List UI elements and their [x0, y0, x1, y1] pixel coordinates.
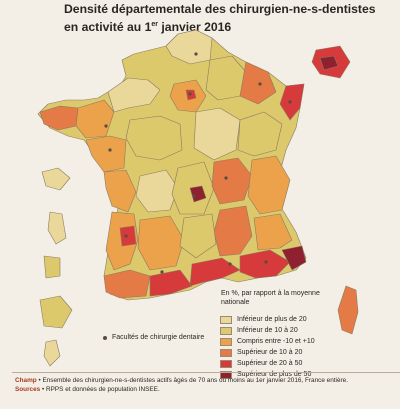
title-line-2-pre: en activité au 1	[64, 20, 152, 35]
region-normandy	[107, 77, 161, 113]
legend-row: Inférieur de 10 à 20	[220, 325, 315, 336]
faculty-dot	[224, 176, 228, 180]
faculty-dot	[258, 82, 262, 86]
legend-heading-line-2: nationale	[221, 299, 250, 306]
region-burgundy	[193, 107, 241, 161]
region-loire	[85, 135, 127, 173]
region-north	[165, 29, 213, 65]
corsica	[337, 285, 359, 335]
legend-row: Supérieur de 20 à 50	[220, 358, 315, 369]
faculty-dot	[194, 52, 198, 56]
legend-row: Supérieur de plus de 50	[220, 369, 315, 380]
region-rhone	[211, 157, 253, 205]
region-alps	[247, 155, 291, 215]
legend-row: Inférieur de plus de 20	[220, 314, 315, 325]
region-center-south	[179, 213, 217, 259]
region-poitou	[103, 169, 137, 213]
sources-label: Sources	[15, 386, 41, 393]
overseas-martinique	[47, 211, 67, 245]
faculty-dot	[188, 92, 192, 96]
region-alps-south	[253, 213, 293, 251]
region-aquitaine-red	[119, 225, 137, 247]
footer-divider	[12, 372, 400, 373]
faculty-dot	[264, 260, 268, 264]
region-alsace	[279, 83, 305, 121]
title-line-2: en activité au 1er janvier 2016	[64, 17, 394, 35]
region-lorraine	[239, 61, 277, 105]
title-line-2-post: janvier 2016	[158, 20, 232, 35]
facultes-label: Facultés de chirurgie dentaire	[112, 334, 205, 341]
legend-label: Supérieur de plus de 50	[237, 371, 312, 378]
legend-label: Supérieur de 20 à 50	[237, 360, 303, 367]
legend-label: Supérieur de 10 à 20	[237, 349, 303, 356]
faculty-dot-icon	[103, 335, 107, 340]
faculty-dot	[108, 148, 112, 152]
legend-label: Compris entre -10 et +10	[237, 338, 315, 345]
legend-swatch	[220, 337, 232, 346]
sources-note: Sources • RPPS et données de population …	[15, 386, 160, 393]
legend-swatch	[220, 370, 232, 379]
legend-swatch	[220, 348, 232, 357]
overseas-guadeloupe	[41, 167, 71, 191]
region-languedoc	[189, 257, 241, 287]
region-limousin	[135, 169, 179, 213]
faculty-dot	[160, 270, 164, 274]
region-auvergne-red	[189, 185, 207, 203]
champ-note: Champ • Ensemble des chirurgien-ne-s-den…	[15, 377, 348, 384]
champ-text: Ensemble des chirurgien-ne-s-dentistes a…	[42, 377, 348, 384]
faculty-dot	[288, 100, 292, 104]
faculty-dot	[104, 124, 108, 128]
legend: Inférieur de plus de 20 Inférieur de 10 …	[220, 314, 315, 380]
region-midi-south	[149, 269, 193, 297]
map-title: Densité départementale des chirurgien-ne…	[64, 2, 394, 35]
overseas-mayotte	[43, 339, 61, 367]
faculty-dot	[192, 194, 196, 198]
overseas-reunion	[43, 255, 61, 279]
champ-label: Champ	[15, 377, 37, 384]
faculty-dot	[228, 262, 232, 266]
overseas-guyane	[39, 295, 73, 329]
legend-swatch	[220, 326, 232, 335]
legend-heading-line-1: En %, par rapport à la moyenne	[221, 290, 320, 297]
overseas-top-right-core	[319, 55, 339, 71]
facultes-legend: Facultés de chirurgie dentaire	[103, 334, 204, 341]
legend-heading: En %, par rapport à la moyenne nationale	[221, 289, 341, 307]
legend-row: Compris entre -10 et +10	[220, 336, 315, 347]
region-midi	[137, 215, 185, 271]
region-riviera	[281, 245, 307, 271]
legend-label: Inférieur de 10 à 20	[237, 327, 298, 334]
region-midi-west	[103, 269, 151, 299]
region-brittany-east	[75, 99, 115, 139]
region-provence	[239, 249, 291, 279]
legend-label: Inférieur de plus de 20	[237, 316, 307, 323]
footer-notes: Champ • Ensemble des chirurgien-ne-s-den…	[15, 376, 395, 394]
region-center	[125, 115, 183, 161]
legend-row: Supérieur de 10 à 20	[220, 347, 315, 358]
faculty-dot	[124, 234, 128, 238]
region-franche-comte	[237, 111, 283, 157]
title-line-1: Densité départementale des chirurgien-ne…	[64, 2, 376, 16]
legend-swatch	[220, 315, 232, 324]
sources-text: RPPS et données de population INSEE.	[46, 386, 160, 393]
title-line-2-sup: er	[151, 21, 159, 28]
legend-swatch	[220, 359, 232, 368]
